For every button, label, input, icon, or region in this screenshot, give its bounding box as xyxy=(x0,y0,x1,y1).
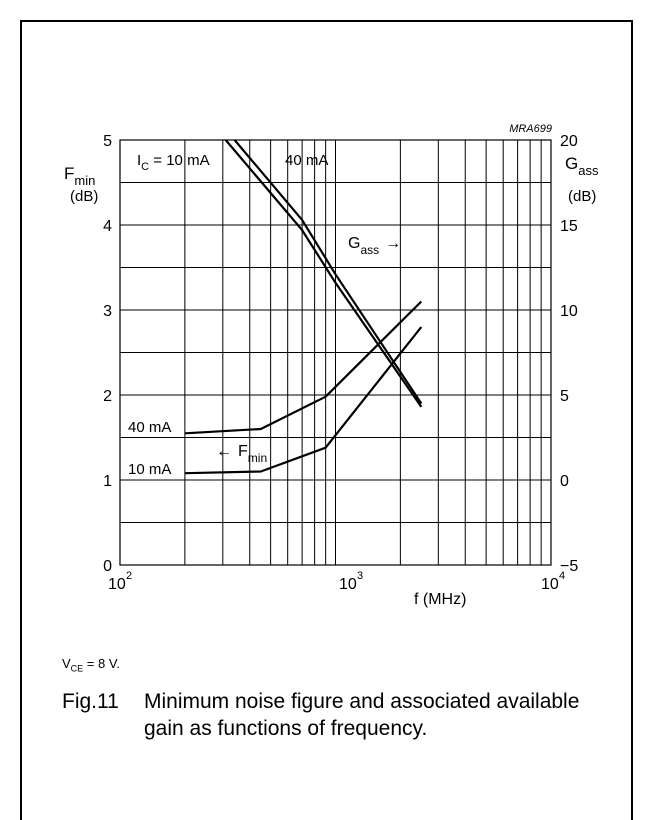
figure-frame xyxy=(20,20,633,820)
right-axis-label: Gass xyxy=(565,154,599,178)
series-line-gass-40ma xyxy=(233,139,423,405)
left-tick-label: 5 xyxy=(103,133,112,150)
right-tick-label: 5 xyxy=(560,388,569,405)
left-tick-label: 1 xyxy=(103,473,112,490)
right-tick-label: 10 xyxy=(560,303,578,320)
right-tick-label: 0 xyxy=(560,473,569,490)
left-tick-label: 3 xyxy=(103,303,112,320)
x-tick-10-2: 10 2 xyxy=(108,570,132,593)
annotation-40ma-top: 40 mA xyxy=(285,152,328,169)
svg-text:2: 2 xyxy=(126,570,132,582)
test-conditions: VCE = 8 V. xyxy=(62,656,120,674)
annotation-fmin-10ma: 10 mA xyxy=(128,461,171,478)
svg-text:10: 10 xyxy=(108,576,126,593)
right-tick-labels: −5 0 5 10 15 20 xyxy=(560,133,578,575)
annotation-fmin: ← Fmin xyxy=(216,443,267,465)
left-tick-label: 2 xyxy=(103,388,112,405)
svg-text:3: 3 xyxy=(357,570,363,582)
right-tick-label: −5 xyxy=(560,558,578,575)
left-tick-labels: 0 1 2 3 4 5 xyxy=(103,133,112,575)
figure-caption: Fig.11 Minimum noise figure and associat… xyxy=(62,688,622,742)
svg-text:10: 10 xyxy=(541,576,559,593)
svg-text:10: 10 xyxy=(339,576,357,593)
series-line-gass-10ma xyxy=(224,139,423,408)
figure-number: Fig.11 xyxy=(62,690,119,713)
svg-text:4: 4 xyxy=(559,570,565,582)
x-tick-10-4: 10 4 xyxy=(541,570,565,593)
annotation-ic-10ma: IC = 10 mA xyxy=(137,152,210,173)
left-tick-label: 0 xyxy=(103,558,112,575)
annotation-fmin-40ma: 40 mA xyxy=(128,419,171,436)
left-tick-label: 4 xyxy=(103,218,112,235)
right-tick-label: 15 xyxy=(560,218,578,235)
series-line-fmin-40ma xyxy=(184,300,423,435)
series xyxy=(184,139,423,475)
figure-description: Minimum noise figure and associated avai… xyxy=(144,690,580,740)
left-axis-unit: (dB) xyxy=(70,188,98,205)
grid xyxy=(119,139,552,566)
right-axis-unit: (dB) xyxy=(568,188,596,205)
series-line-fmin-10ma xyxy=(184,326,423,475)
x-axis-label: f (MHz) xyxy=(414,591,466,608)
right-tick-label: 20 xyxy=(560,133,578,150)
annotation-gass: Gass → xyxy=(348,235,401,257)
x-tick-10-3: 10 3 xyxy=(339,570,363,593)
left-axis-label: Fmin xyxy=(64,164,95,188)
figure-code: MRA699 xyxy=(509,123,552,135)
